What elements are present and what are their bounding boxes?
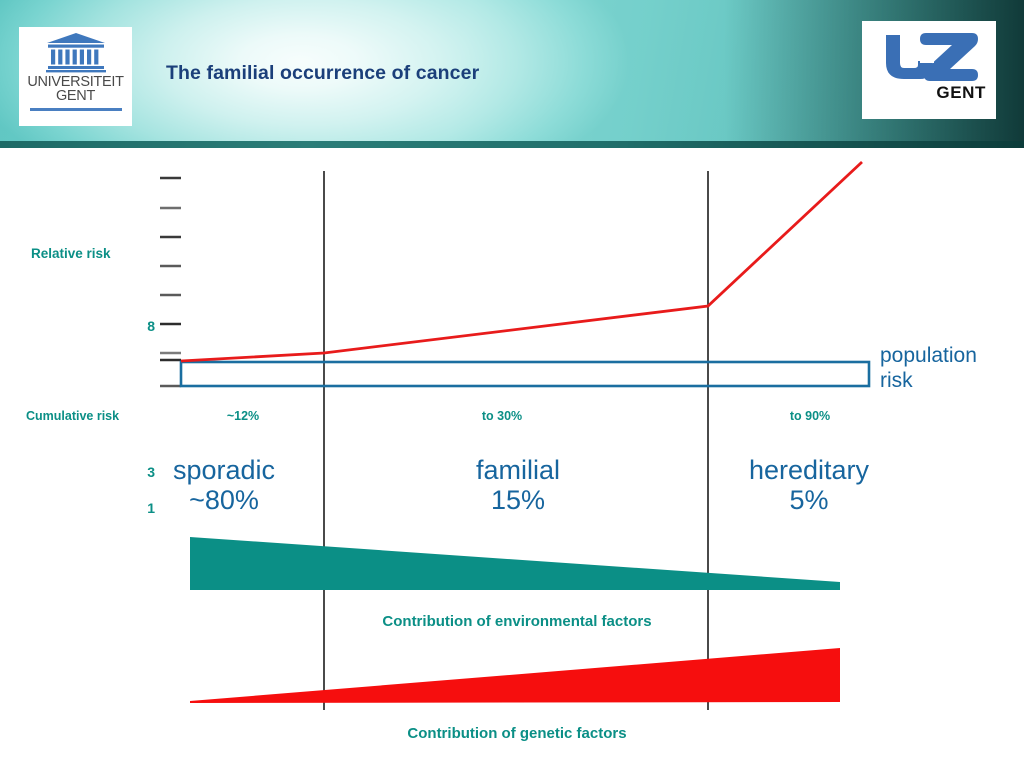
uz-monogram-icon xyxy=(886,33,978,81)
university-logo-text: UNIVERSITEIT GENT xyxy=(27,74,124,105)
environmental-factors-wedge xyxy=(190,537,840,590)
university-logo-rule xyxy=(29,108,122,111)
university-name-line2: GENT xyxy=(55,88,96,105)
y-tick-label-1: 1 xyxy=(147,500,155,516)
cumulative-risk-value-sporadic: ~12% xyxy=(226,409,260,423)
category-sporadic: sporadic ~80% xyxy=(124,455,324,515)
relative-risk-line xyxy=(180,160,863,363)
population-risk-line1: population xyxy=(880,344,977,367)
category-sporadic-name: sporadic xyxy=(172,455,276,485)
category-familial: familial 15% xyxy=(418,455,618,515)
genetic-factors-caption: Contribution of genetic factors xyxy=(407,725,627,742)
population-risk-box xyxy=(179,360,871,388)
university-logo: UNIVERSITEIT GENT xyxy=(19,27,132,126)
environmental-factors-caption: Contribution of environmental factors xyxy=(382,613,652,630)
chart-area: 8 3 1 xyxy=(0,148,1024,768)
y-tick-label-3: 3 xyxy=(147,464,155,480)
hospital-logo: GENT xyxy=(862,21,996,119)
population-risk-line2: risk xyxy=(880,368,913,392)
hospital-logo-label: GENT xyxy=(936,83,986,102)
classical-building-icon xyxy=(45,33,106,73)
category-familial-percent: 15% xyxy=(490,485,546,516)
chart-graphics xyxy=(160,160,871,710)
category-familial-name: familial xyxy=(475,455,561,485)
cumulative-risk-value-hereditary: to 90% xyxy=(789,409,831,423)
category-hereditary-name: hereditary xyxy=(748,455,870,485)
genetic-factors-wedge xyxy=(190,648,840,703)
y-axis-ticks xyxy=(160,176,181,388)
y-tick-label-8: 8 xyxy=(147,318,155,334)
header-bottom-edge xyxy=(0,141,1024,148)
category-hereditary-percent: 5% xyxy=(789,485,829,516)
page-title: The familial occurrence of cancer xyxy=(166,62,480,84)
category-hereditary: hereditary 5% xyxy=(708,455,910,515)
y-axis-title: Relative risk xyxy=(31,246,111,261)
cumulative-risk-label: Cumulative risk xyxy=(26,409,120,423)
university-name-line1: UNIVERSITEIT xyxy=(27,74,124,90)
category-sporadic-percent: ~80% xyxy=(189,485,259,516)
population-risk-legend: population risk xyxy=(880,344,977,394)
cumulative-risk-value-familial: to 30% xyxy=(481,409,523,423)
